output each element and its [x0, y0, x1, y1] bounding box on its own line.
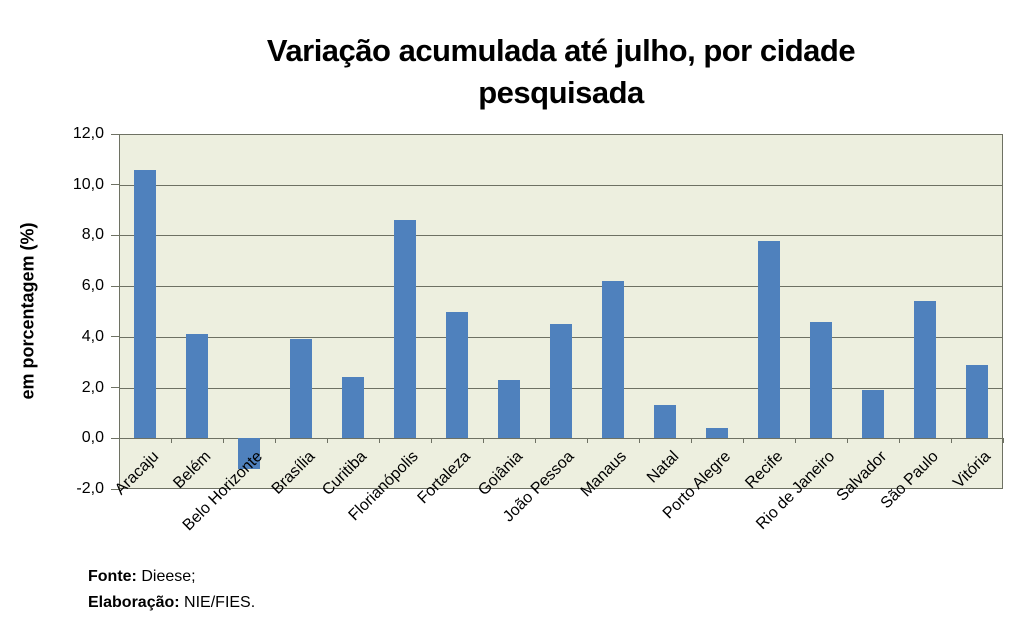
y-tick-label: 4,0 — [81, 327, 104, 345]
source-line-elaboracao: Elaboração: NIE/FIES. — [88, 590, 255, 616]
bar — [186, 334, 208, 439]
fonte-label: Fonte: — [88, 568, 137, 585]
x-tick-mark — [638, 438, 640, 444]
fonte-value: Dieese; — [141, 568, 196, 585]
y-axis-title: em porcentagem (%) — [17, 222, 38, 400]
bar — [706, 428, 728, 439]
elaboracao-value: NIE/FIES. — [184, 594, 256, 611]
gridline — [120, 184, 1002, 186]
x-tick-mark — [690, 438, 692, 444]
y-tick-mark — [111, 234, 119, 236]
x-tick-mark — [378, 438, 380, 444]
bar — [810, 321, 832, 439]
x-tick-mark — [274, 438, 276, 444]
x-tick-mark — [950, 438, 952, 444]
bar — [290, 339, 312, 439]
chart-title: Variação acumulada até julho, por cidade… — [119, 30, 1003, 114]
bar — [550, 324, 572, 439]
source-line-fonte: Fonte: Dieese; — [88, 564, 255, 590]
bar — [238, 438, 260, 469]
y-tick-label: 12,0 — [72, 125, 104, 142]
gridline — [120, 438, 1002, 440]
elaboracao-label: Elaboração: — [88, 594, 180, 611]
x-tick-mark — [534, 438, 536, 444]
x-tick-mark — [482, 438, 484, 444]
y-tick-label: 8,0 — [81, 226, 104, 244]
gridline — [120, 235, 1002, 237]
bar — [914, 301, 936, 439]
y-tick-mark — [111, 437, 119, 439]
x-tick-mark — [326, 438, 328, 444]
bar — [602, 281, 624, 439]
bar — [446, 311, 468, 439]
y-tick-mark — [111, 488, 119, 490]
y-tick-label: 0,0 — [81, 429, 104, 447]
plot-area — [119, 134, 1003, 489]
y-tick-mark — [111, 336, 119, 338]
x-tick-mark — [118, 438, 120, 444]
bar — [498, 379, 520, 439]
x-tick-mark — [794, 438, 796, 444]
bar — [966, 364, 988, 439]
y-tick-mark — [111, 184, 119, 186]
bar — [394, 220, 416, 439]
y-tick-mark — [111, 133, 119, 135]
y-tick-label: 10,0 — [72, 175, 104, 193]
x-tick-mark — [846, 438, 848, 444]
bar — [654, 405, 676, 439]
x-tick-mark — [586, 438, 588, 444]
bar — [758, 240, 780, 439]
source-note: Fonte: Dieese; Elaboração: NIE/FIES. — [88, 564, 255, 616]
x-tick-mark — [742, 438, 744, 444]
x-tick-mark — [898, 438, 900, 444]
y-tick-label: 2,0 — [81, 378, 104, 396]
chart-title-line2: pesquisada — [478, 75, 644, 110]
y-tick-mark — [111, 285, 119, 287]
y-tick-label: -2,0 — [76, 480, 104, 497]
gridline — [120, 286, 1002, 288]
bar — [342, 377, 364, 439]
y-tick-mark — [111, 387, 119, 389]
chart-title-line1: Variação acumulada até julho, por cidade — [266, 33, 856, 68]
x-tick-mark — [1002, 438, 1004, 444]
bar — [862, 390, 884, 439]
y-tick-label: 6,0 — [81, 277, 104, 295]
x-tick-mark — [222, 438, 224, 444]
bar — [134, 169, 156, 439]
x-tick-mark — [430, 438, 432, 444]
x-tick-mark — [170, 438, 172, 444]
